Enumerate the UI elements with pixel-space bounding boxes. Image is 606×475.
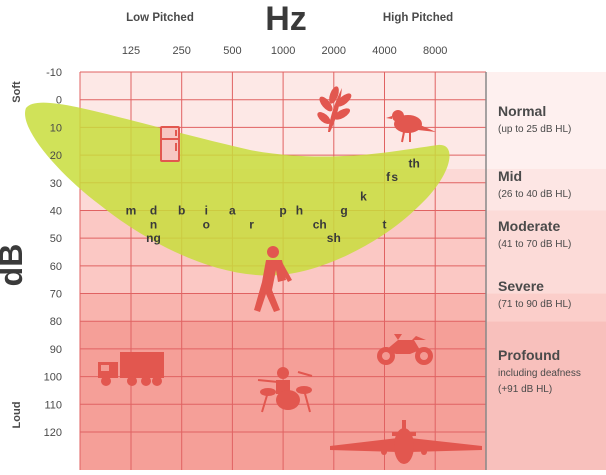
phoneme-label: ch [313,217,327,231]
decibel-ticks: -10 0 10 20 30 40 50 60 70 80 90 100 110 120 [44,67,62,439]
y-tick-label: 40 [50,205,62,217]
y-tick-label: 50 [50,233,62,245]
y-tick-label: 110 [44,399,62,411]
low-pitched-label: Low Pitched [126,12,194,24]
y-tick-label: 0 [56,95,62,107]
frequency-ticks: 125 250 500 1000 2000 4000 8000 [122,45,448,57]
y-tick-label: 80 [50,316,62,328]
person-walking-icon [254,246,292,312]
y-tick-label: 30 [50,178,62,190]
zone-label-band [486,210,606,294]
zone-label-band [486,321,606,470]
zone-range: (71 to 90 dB HL) [498,299,571,310]
zone-name-severe: Severe [498,278,544,294]
phoneme-label: d [150,203,157,217]
x-tick-label: 125 [122,45,140,57]
x-tick-label: 500 [223,45,241,57]
speech-banana-region [25,102,450,276]
phoneme-label: ng [146,231,161,245]
y-tick-label: 120 [44,427,62,439]
y-tick-label: 70 [50,289,62,301]
chart-title: Hz [265,0,307,38]
zone-range: (up to 25 dB HL) [498,124,571,135]
zone-range-extra: (+91 dB HL) [498,384,552,395]
zone-label-band [486,293,606,322]
zone-label-band [486,72,606,169]
zone-name-mid: Mid [498,168,522,184]
phoneme-label: m [126,203,137,217]
loud-label: Loud [11,402,23,429]
sound-icons [98,86,482,464]
y-tick-label: -10 [46,67,62,79]
phoneme-label: r [249,217,254,231]
refrigerator-icon [160,126,180,162]
zone-band-severe [80,293,606,322]
y-axis-title: dB [0,244,29,287]
zone-name-normal: Normal [498,103,546,119]
phoneme-label: h [296,203,303,217]
phoneme-label: t [383,217,387,231]
y-tick-label: 90 [50,344,62,356]
phoneme-label: o [203,217,210,231]
zone-name-profound: Profound [498,347,560,363]
y-tick-label: 60 [50,261,62,273]
phoneme-label: g [340,203,347,217]
x-tick-label: 250 [173,45,191,57]
leaves-icon [317,86,352,132]
soft-label: Soft [11,81,23,103]
phoneme-label: i [205,203,208,217]
airplane-icon [330,420,482,464]
x-tick-label: 1000 [271,45,295,57]
x-tick-label: 4000 [372,45,396,57]
phoneme-label: b [178,203,185,217]
phoneme-label: a [229,203,236,217]
x-tick-label: 2000 [322,45,346,57]
zone-label-band [486,168,606,211]
phoneme-label: th [408,156,419,170]
phoneme-label: k [360,190,367,204]
bird-icon [386,110,436,143]
phoneme-label: n [150,217,157,231]
phoneme-label: s [391,170,398,184]
phoneme-label: f [386,170,391,184]
motorcycle-icon [377,334,433,365]
phoneme-label: p [279,203,286,217]
x-tick-label: 8000 [423,45,447,57]
zone-range: (41 to 70 dB HL) [498,239,571,250]
drums-icon [257,367,313,413]
zone-labels: Normal (up to 25 dB HL) Mid (26 to 40 dB HL… [498,103,581,395]
y-tick-label: 20 [50,150,62,162]
zone-range: (26 to 40 dB HL) [498,189,571,200]
zone-range: including deafness [498,368,581,379]
y-tick-label: 100 [44,372,62,384]
zone-name-moderate: Moderate [498,218,560,234]
truck-icon [98,352,164,386]
y-tick-label: 10 [50,122,62,134]
phoneme-label: sh [327,231,341,245]
high-pitched-label: High Pitched [383,12,453,24]
